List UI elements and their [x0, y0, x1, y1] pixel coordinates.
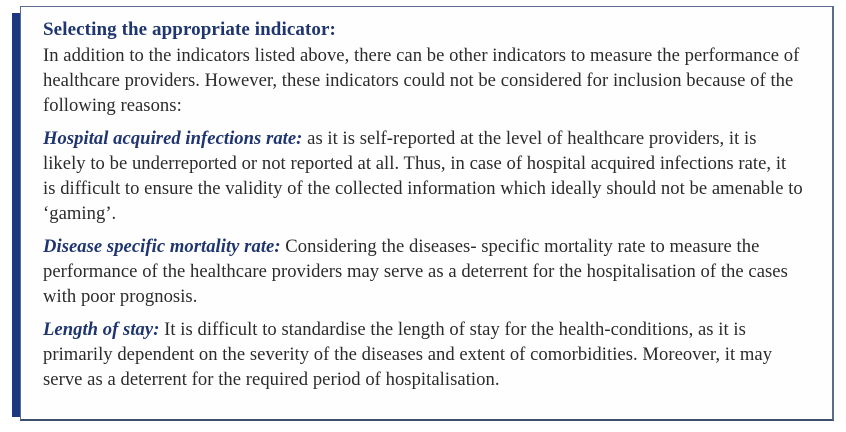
reason-text: It is difficult to standardise the lengt…	[43, 319, 773, 390]
reason-label: Length of stay:	[43, 319, 160, 340]
reason-label: Hospital acquired infections rate:	[43, 128, 303, 149]
reason-paragraph-length-of-stay: Length of stay: It is difficult to stand…	[43, 317, 803, 392]
reason-text: Considering the diseases- specific morta…	[43, 236, 788, 307]
reason-paragraph-mortality-rate: Disease specific mortality rate: Conside…	[43, 234, 803, 309]
reason-text: as it is self-reported at the level of h…	[43, 128, 803, 224]
reason-label: Disease specific mortality rate:	[43, 236, 281, 257]
callout-box	[20, 6, 834, 421]
callout-content: Selecting the appropriate indicator: In …	[43, 17, 803, 392]
accent-bar	[12, 13, 21, 417]
reason-paragraph-hospital-infections: Hospital acquired infections rate: as it…	[43, 126, 803, 226]
callout-heading: Selecting the appropriate indicator:	[43, 19, 336, 40]
intro-paragraph: In addition to the indicators listed abo…	[43, 45, 800, 116]
